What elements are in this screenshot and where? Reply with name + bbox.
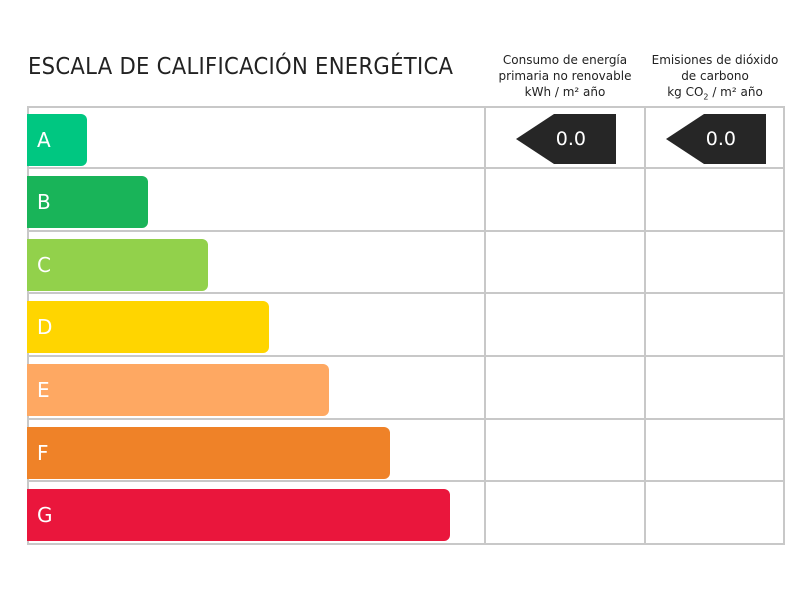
energy-header-line2: primaria no renovable [498,69,632,83]
row-divider [27,292,785,294]
column-divider [644,106,646,545]
energy-header: Consumo de energía primaria no renovable… [485,52,645,100]
rating-bar-b: B [27,176,148,228]
row-divider [27,230,785,232]
rating-bar-a: A [27,114,87,166]
rating-bar-f: F [27,427,390,479]
rating-bar-d: D [27,301,269,353]
row-divider [27,480,785,482]
emissions-header-line1: Emisiones de dióxido [651,53,779,67]
row-divider [27,167,785,169]
emissions-header: Emisiones de dióxido de carbono kg CO2 /… [645,52,785,105]
column-divider [484,106,486,545]
row-divider [27,418,785,420]
rating-bar-g: G [27,489,450,541]
emissions-header-line2: de carbono [681,69,749,83]
rating-bar-e: E [27,364,329,416]
rating-bar-c: C [27,239,208,291]
row-divider [27,355,785,357]
energy-header-line1: Consumo de energía [502,53,628,67]
page-title: ESCALA DE CALIFICACIÓN ENERGÉTICA [28,54,454,80]
emissions-header-unit: kg CO2 / m² año [667,85,763,102]
energy-header-unit: kWh / m² año [524,85,606,99]
